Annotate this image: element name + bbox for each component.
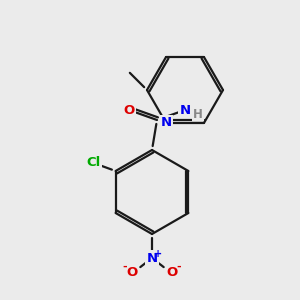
Text: O: O xyxy=(123,103,135,116)
Text: O: O xyxy=(167,266,178,278)
Text: +: + xyxy=(154,249,162,259)
Text: -: - xyxy=(177,262,181,272)
Text: N: N xyxy=(179,103,191,116)
Text: N: N xyxy=(146,251,158,265)
Text: -: - xyxy=(123,262,127,272)
Text: O: O xyxy=(126,266,138,278)
Text: Cl: Cl xyxy=(86,157,101,169)
Text: H: H xyxy=(193,107,203,121)
Text: N: N xyxy=(160,116,172,129)
